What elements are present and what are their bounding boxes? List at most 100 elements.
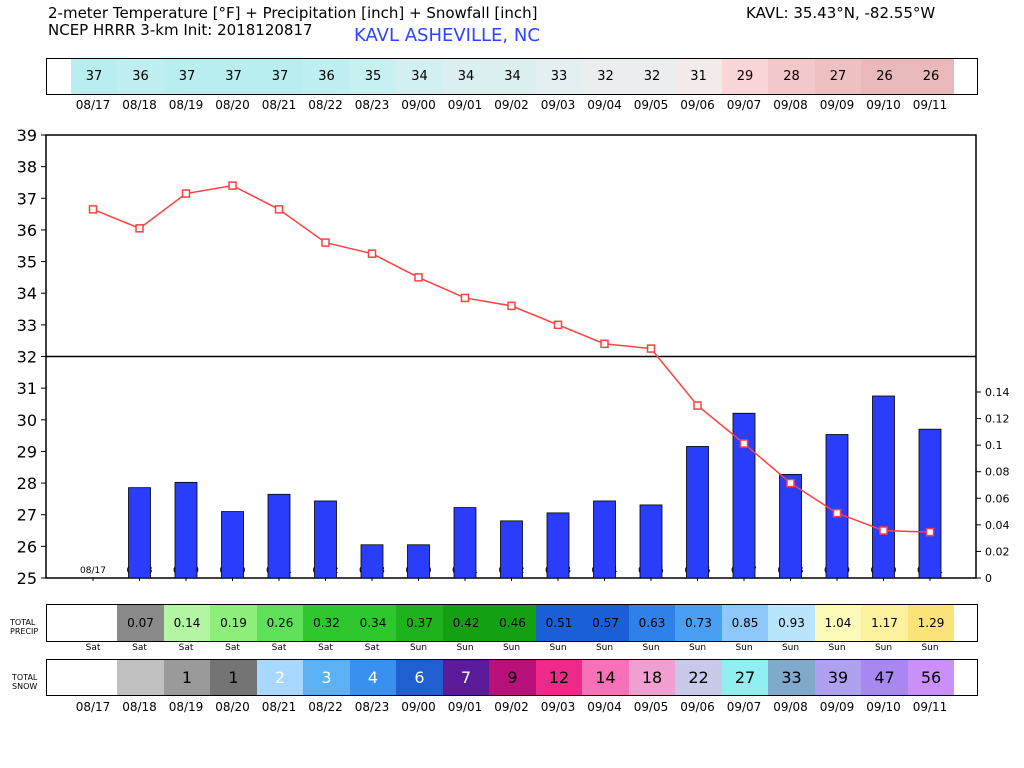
temp-cell: 32 bbox=[582, 59, 629, 94]
temperature-point bbox=[693, 401, 702, 410]
time-label: 09/00 bbox=[401, 700, 436, 714]
y-tick-label: 28 bbox=[17, 474, 37, 493]
precip-bar bbox=[825, 434, 849, 579]
temperature-strip: 37 36 37 37 37 36 35 34 34 34 33 32 32 31 29 28 27 26 26 bbox=[46, 58, 978, 95]
temp-cell: 31 bbox=[675, 59, 722, 94]
y-tick-label: 32 bbox=[17, 348, 37, 367]
temperature-point bbox=[367, 249, 377, 258]
temp-cell: 36 bbox=[117, 59, 164, 94]
snow-cell: 14 bbox=[582, 660, 629, 695]
precip-bar bbox=[500, 520, 523, 579]
temperature-point bbox=[600, 339, 609, 349]
time-label: 09/09 bbox=[819, 98, 855, 112]
temperature-point bbox=[553, 320, 563, 330]
snow-cell: 1 bbox=[210, 660, 257, 695]
time-label: 09/06 bbox=[680, 98, 715, 112]
station-name: KAVL ASHEVILLE, NC bbox=[354, 25, 540, 46]
day-label: Sun bbox=[735, 643, 753, 653]
day-label: Sun bbox=[921, 643, 939, 653]
temperature-point bbox=[274, 205, 284, 214]
temperature-line bbox=[92, 184, 931, 533]
time-label: 08/18 bbox=[122, 98, 157, 112]
snow-strip-label: TOTAL SNOW bbox=[12, 673, 38, 691]
day-label: Sun bbox=[781, 643, 800, 653]
x-tick-label: 08/17 bbox=[80, 566, 106, 576]
precip-bar bbox=[686, 446, 709, 579]
time-label: 09/09 bbox=[819, 700, 855, 714]
precip-cell: 0.57 bbox=[582, 605, 629, 641]
time-label: 09/05 bbox=[633, 98, 669, 112]
time-label: 09/03 bbox=[540, 700, 576, 714]
temp-cell: 27 bbox=[814, 59, 862, 94]
y2-tick-label: 0.12 bbox=[985, 413, 1010, 426]
temp-cell: 26 bbox=[861, 59, 908, 94]
time-label: 09/04 bbox=[587, 700, 622, 714]
time-label: 09/08 bbox=[773, 98, 808, 112]
precip-bar bbox=[779, 473, 802, 579]
time-label: 08/22 bbox=[308, 98, 343, 112]
time-label: 08/23 bbox=[354, 700, 390, 714]
y-tick-label: 37 bbox=[17, 189, 37, 208]
precip-cell: 0.26 bbox=[256, 605, 304, 641]
time-label: 08/20 bbox=[215, 98, 250, 112]
y-tick-label: 36 bbox=[17, 221, 37, 240]
day-label: Sun bbox=[828, 643, 846, 653]
snow-cell: 3 bbox=[303, 660, 350, 695]
y-tick-label: 31 bbox=[17, 379, 37, 398]
precip-bar bbox=[314, 500, 337, 579]
temp-cell: 37 bbox=[163, 59, 211, 94]
day-label: Sat bbox=[271, 643, 287, 653]
temperature-point bbox=[414, 273, 423, 282]
day-label: Sun bbox=[456, 643, 474, 653]
temperature-point bbox=[507, 301, 516, 311]
y2-tick-label: 0.08 bbox=[985, 466, 1010, 479]
precip-bar bbox=[732, 412, 756, 579]
snow-cell: 6 bbox=[396, 660, 443, 695]
temperature-point bbox=[739, 439, 749, 448]
temp-cell: 26 bbox=[907, 59, 955, 94]
time-label: 09/11 bbox=[912, 98, 948, 112]
temperature-point bbox=[228, 181, 237, 190]
precip-bar bbox=[360, 544, 384, 579]
precip-bar bbox=[546, 512, 570, 579]
y-tick-label: 34 bbox=[17, 284, 37, 303]
precip-bar bbox=[267, 493, 291, 579]
temperature-point bbox=[460, 293, 470, 303]
temp-cell: 34 bbox=[396, 59, 443, 94]
day-label: Sun bbox=[595, 643, 614, 653]
time-label: 09/03 bbox=[540, 98, 576, 112]
time-label: 08/19 bbox=[168, 98, 204, 112]
precip-cell: 0.63 bbox=[628, 605, 676, 641]
day-label: Sun bbox=[874, 643, 893, 653]
precip-bar bbox=[407, 544, 430, 579]
time-label: 08/22 bbox=[308, 700, 343, 714]
time-label: 08/17 bbox=[75, 700, 111, 714]
precip-bar bbox=[174, 481, 198, 579]
day-label: Sun bbox=[688, 643, 707, 653]
temp-cell: 37 bbox=[210, 59, 257, 94]
precip-strip-label: TOTAL PRECIP bbox=[10, 618, 39, 636]
snow-strip: 1 1 2 3 4 6 7 9 12 14 18 22 27 33 39 47 56 bbox=[46, 659, 978, 696]
precip-cell: 0.51 bbox=[535, 605, 583, 641]
snow-cell bbox=[70, 660, 118, 695]
time-label: 09/05 bbox=[633, 700, 669, 714]
precip-cell: 1.04 bbox=[814, 605, 862, 641]
time-label: 08/20 bbox=[215, 700, 250, 714]
y2-tick-label: 0.14 bbox=[985, 386, 1010, 399]
temp-cell: 36 bbox=[303, 59, 350, 94]
time-label: 09/06 bbox=[680, 700, 715, 714]
snow-cell: 56 bbox=[907, 660, 955, 695]
precip-bar bbox=[453, 507, 477, 579]
precip-cell: 0.93 bbox=[768, 605, 815, 641]
temperature-point bbox=[88, 205, 98, 214]
day-label: Sat bbox=[318, 643, 333, 653]
temperature-point bbox=[181, 189, 191, 198]
temp-cell: 29 bbox=[721, 59, 769, 94]
snow-cell: 47 bbox=[861, 660, 908, 695]
y-tick-label: 39 bbox=[17, 126, 37, 145]
day-label: Sat bbox=[364, 643, 380, 653]
precip-bar bbox=[918, 428, 942, 579]
y-tick-label: 33 bbox=[17, 316, 37, 335]
snow-cell: 18 bbox=[628, 660, 676, 695]
time-label: 09/08 bbox=[773, 700, 808, 714]
